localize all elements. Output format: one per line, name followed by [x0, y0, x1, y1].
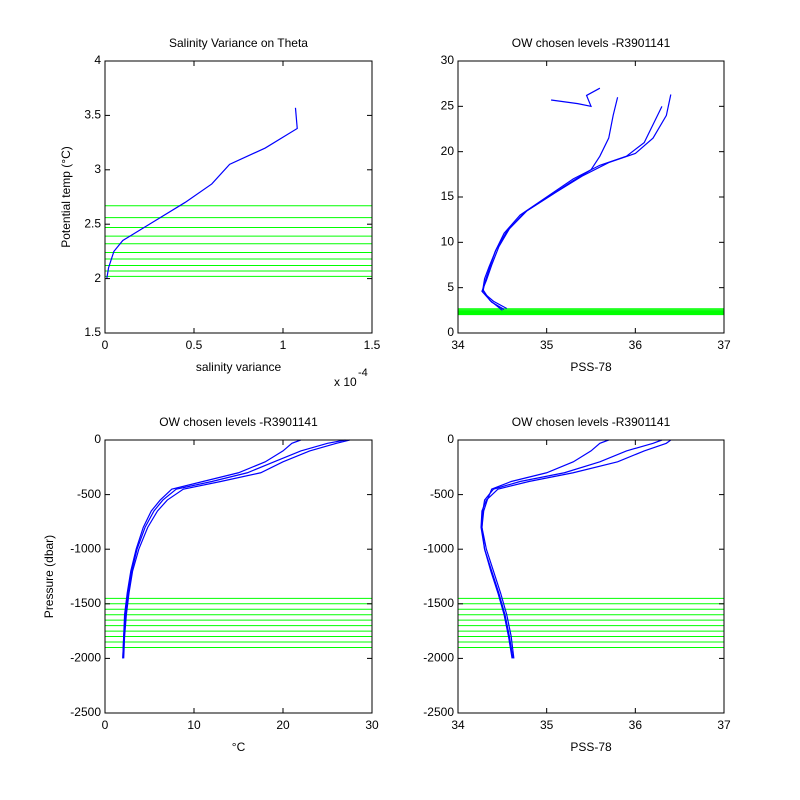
axes-box — [457, 439, 725, 714]
x-tick-label: 20 — [276, 718, 290, 732]
y-tick-label: -1000 — [70, 541, 101, 555]
y-tick-label: 0 — [447, 325, 454, 339]
y-tick-label: 5 — [447, 280, 454, 294]
x-tick-label: 35 — [540, 718, 554, 732]
y-tick-label: -1500 — [70, 596, 101, 610]
profile-line — [106, 107, 298, 279]
profile-line — [480, 439, 672, 659]
y-tick-label: -2000 — [70, 651, 101, 665]
x-tick-label: 37 — [717, 338, 731, 352]
profile-line — [123, 439, 350, 659]
y-axis-label: Pressure (dbar) — [42, 535, 56, 618]
y-tick-label: 1.5 — [84, 325, 101, 339]
profile-line — [122, 439, 302, 659]
axes-box — [457, 60, 725, 334]
x-multiplier: x 10 — [334, 375, 357, 389]
x-tick-label: 37 — [717, 718, 731, 732]
x-tick-label: 35 — [540, 338, 554, 352]
y-tick-label: -500 — [430, 487, 454, 501]
x-tick-label: 34 — [451, 338, 465, 352]
y-tick-label: 25 — [441, 99, 455, 113]
y-tick-label: 2.5 — [84, 216, 101, 230]
y-tick-label: -2500 — [423, 705, 454, 719]
y-tick-label: 4 — [94, 53, 101, 67]
y-tick-label: -2500 — [70, 705, 101, 719]
x-axis-label: °C — [232, 740, 246, 754]
y-tick-label: 2 — [94, 271, 101, 285]
x-tick-label: 34 — [451, 718, 465, 732]
profile-line — [481, 439, 609, 659]
y-tick-label: -2000 — [423, 651, 454, 665]
y-tick-label: 30 — [441, 53, 455, 67]
x-tick-label: 1.5 — [364, 338, 381, 352]
x-tick-label: 36 — [629, 718, 643, 732]
x-axis-label: PSS-78 — [570, 360, 612, 374]
profile-line — [482, 106, 663, 310]
y-axis-label: Potential temp (°C) — [59, 146, 73, 248]
y-tick-label: 0 — [94, 432, 101, 446]
x-tick-label: 30 — [365, 718, 379, 732]
x-axis-label: salinity variance — [196, 360, 282, 374]
axes-box — [104, 60, 373, 334]
x-exponent: -4 — [358, 367, 368, 379]
y-tick-label: 0 — [447, 432, 454, 446]
profile-line — [551, 87, 601, 108]
y-tick-label: 3 — [94, 162, 101, 176]
chart-title: OW chosen levels -R3901141 — [512, 415, 671, 429]
y-tick-label: -1500 — [423, 596, 454, 610]
x-tick-label: 10 — [187, 718, 201, 732]
x-tick-label: 36 — [629, 338, 643, 352]
x-axis-label: PSS-78 — [570, 740, 612, 754]
y-tick-label: -500 — [77, 487, 101, 501]
x-tick-label: 0.5 — [186, 338, 203, 352]
profile-line — [122, 439, 346, 659]
chart-title: OW chosen levels -R3901141 — [512, 36, 671, 50]
y-tick-label: 3.5 — [84, 108, 101, 122]
y-tick-label: 20 — [441, 144, 455, 158]
y-tick-label: 10 — [441, 235, 455, 249]
x-tick-label: 0 — [102, 338, 109, 352]
x-tick-label: 0 — [102, 718, 109, 732]
y-tick-label: 15 — [441, 189, 455, 203]
profile-line — [482, 97, 619, 311]
axes-box — [104, 439, 373, 714]
profile-line — [481, 94, 672, 310]
chart-title: OW chosen levels -R3901141 — [159, 415, 318, 429]
y-tick-label: -1000 — [423, 541, 454, 555]
chart-title: Salinity Variance on Theta — [169, 36, 308, 50]
x-tick-label: 1 — [280, 338, 287, 352]
